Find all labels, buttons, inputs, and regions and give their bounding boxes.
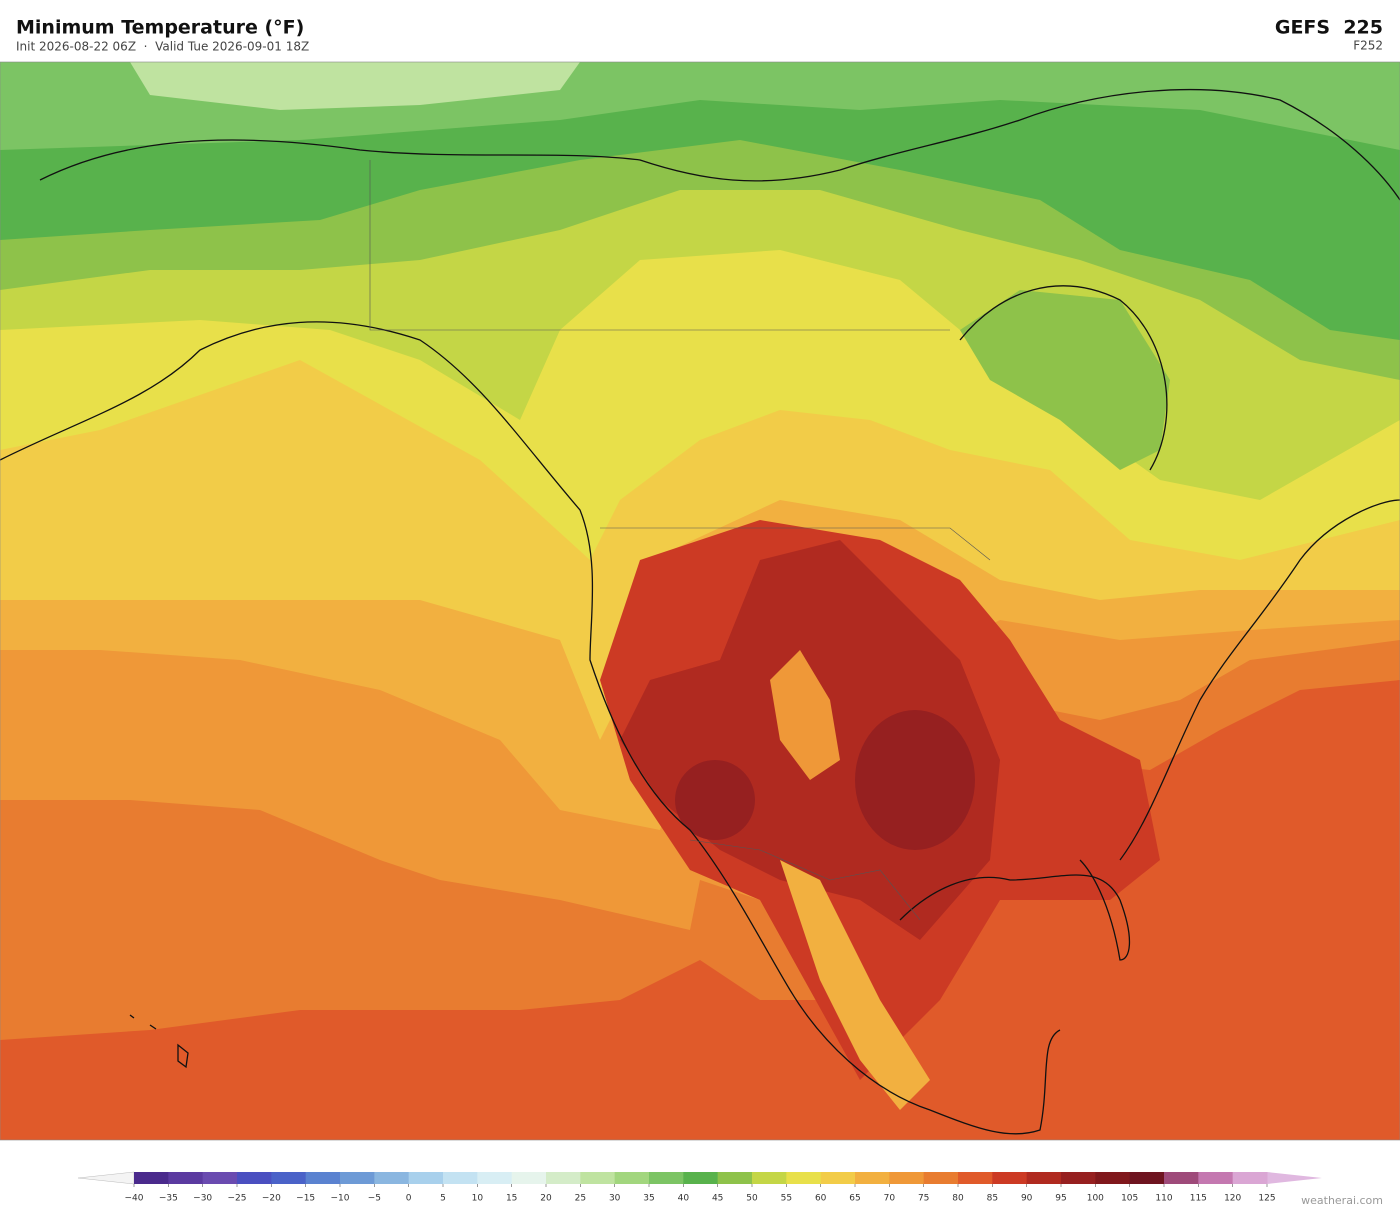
- colorbar-segment: [477, 1172, 513, 1184]
- colorbar-segment: [305, 1172, 341, 1184]
- colorbar-segment: [237, 1172, 272, 1184]
- colorbar-segment: [889, 1172, 925, 1184]
- colorbar-tick-label: 35: [643, 1194, 654, 1204]
- colorbar-segment: [408, 1172, 444, 1184]
- colorbar-tick-label: 70: [884, 1194, 896, 1204]
- colorbar-tick-label: 105: [1121, 1194, 1138, 1204]
- colorbar-tick-label: 75: [918, 1194, 929, 1204]
- temp-field: [855, 710, 975, 850]
- colorbar-tick-label: −20: [262, 1194, 281, 1204]
- colorbar-segment: [374, 1172, 410, 1184]
- colorbar-tick-label: −10: [331, 1194, 350, 1204]
- colorbar-segment: [443, 1172, 478, 1184]
- temp-field: [770, 650, 840, 780]
- colorbar-segment: [855, 1172, 890, 1184]
- colorbar-tick-label: 115: [1190, 1194, 1207, 1204]
- colorbar-tick-label: 65: [849, 1194, 860, 1204]
- colorbar-tick-label: 55: [781, 1194, 792, 1204]
- colorbar-over: [1267, 1172, 1322, 1184]
- colorbar-segment: [1129, 1172, 1165, 1184]
- colorbar-segment: [340, 1172, 375, 1184]
- colorbar-segment: [752, 1172, 787, 1184]
- forecast-hour: F252: [1353, 39, 1383, 53]
- colorbar-segment: [168, 1172, 204, 1184]
- colorbar-segment: [1164, 1172, 1199, 1184]
- colorbar-tick-label: −30: [193, 1194, 212, 1204]
- watermark: weatherai.com: [1301, 1194, 1383, 1207]
- colorbar-segment: [958, 1172, 993, 1184]
- map-frame: [0, 61, 1400, 1141]
- colorbar-segment: [202, 1172, 238, 1184]
- colorbar-tick-label: 10: [472, 1194, 484, 1204]
- colorbar-segment: [134, 1172, 169, 1184]
- colorbar-tick-label: −40: [125, 1194, 144, 1204]
- colorbar-tick-label: 30: [609, 1194, 621, 1204]
- colorbar-tick-label: −15: [296, 1194, 315, 1204]
- colorbar-tick-label: 15: [506, 1194, 517, 1204]
- colorbar-tick-label: 95: [1055, 1194, 1066, 1204]
- colorbar-tick-label: 45: [712, 1194, 723, 1204]
- colorbar-segment: [820, 1172, 856, 1184]
- colorbar-tick-label: 90: [1021, 1194, 1033, 1204]
- colorbar-segment: [1095, 1172, 1131, 1184]
- colorbar-tick-label: 0: [406, 1194, 412, 1204]
- colorbar-segment: [649, 1172, 684, 1184]
- colorbar-tick-label: 100: [1087, 1194, 1104, 1204]
- colorbar-segment: [614, 1172, 650, 1184]
- map: [0, 62, 1400, 1140]
- colorbar-segment: [580, 1172, 616, 1184]
- colorbar-segment: [271, 1172, 307, 1184]
- model: GEFS 225: [1275, 17, 1383, 39]
- colorbar: −40 −35 −30 −25 −20 −15 −10 −5 0 5 10 15 20 25 30 35 40 4…: [77, 1171, 1322, 1204]
- colorbar-tick-label: 25: [575, 1194, 586, 1204]
- colorbar-tick-label: −35: [159, 1194, 178, 1204]
- colorbar-tick-label: −25: [228, 1194, 247, 1204]
- colorbar-tick-label: 40: [678, 1194, 690, 1204]
- colorbar-segment: [1061, 1172, 1096, 1184]
- temp-field: [130, 62, 580, 110]
- colorbar-segment: [1026, 1172, 1062, 1184]
- title: Minimum Temperature (°F): [16, 17, 304, 39]
- borders: [369, 160, 991, 921]
- temp-field: [960, 290, 1170, 470]
- colorbar-segment: [546, 1172, 581, 1184]
- colorbar-segment: [1232, 1172, 1268, 1184]
- colorbar-tick-label: 80: [952, 1194, 964, 1204]
- colorbar-tick-label: 110: [1155, 1194, 1172, 1204]
- colorbar-tick-label: 5: [440, 1194, 446, 1204]
- colorbar-tick-label: 120: [1224, 1194, 1241, 1204]
- coastline: [0, 88, 1400, 1135]
- colorbar-segment: [992, 1172, 1028, 1184]
- temp-field: [675, 760, 755, 840]
- subtitle: Init 2026-08-22 06Z · Valid Tue 2026-09-…: [16, 40, 309, 54]
- colorbar-segment: [1198, 1172, 1234, 1184]
- colorbar-segment: [683, 1172, 719, 1184]
- colorbar-segment: [717, 1172, 753, 1184]
- colorbar-segment: [923, 1172, 959, 1184]
- colorbar-tick-label: 125: [1258, 1194, 1275, 1204]
- temp-field: [780, 860, 930, 1110]
- colorbar-tick-label: 20: [540, 1194, 552, 1204]
- colorbar-tick-label: 60: [815, 1194, 827, 1204]
- colorbar-segment: [511, 1172, 547, 1184]
- colorbar-segment: [786, 1172, 822, 1184]
- colorbar-tick-label: −5: [368, 1194, 381, 1204]
- colorbar-tick-label: 50: [746, 1194, 758, 1204]
- colorbar-tick-label: 85: [987, 1194, 998, 1204]
